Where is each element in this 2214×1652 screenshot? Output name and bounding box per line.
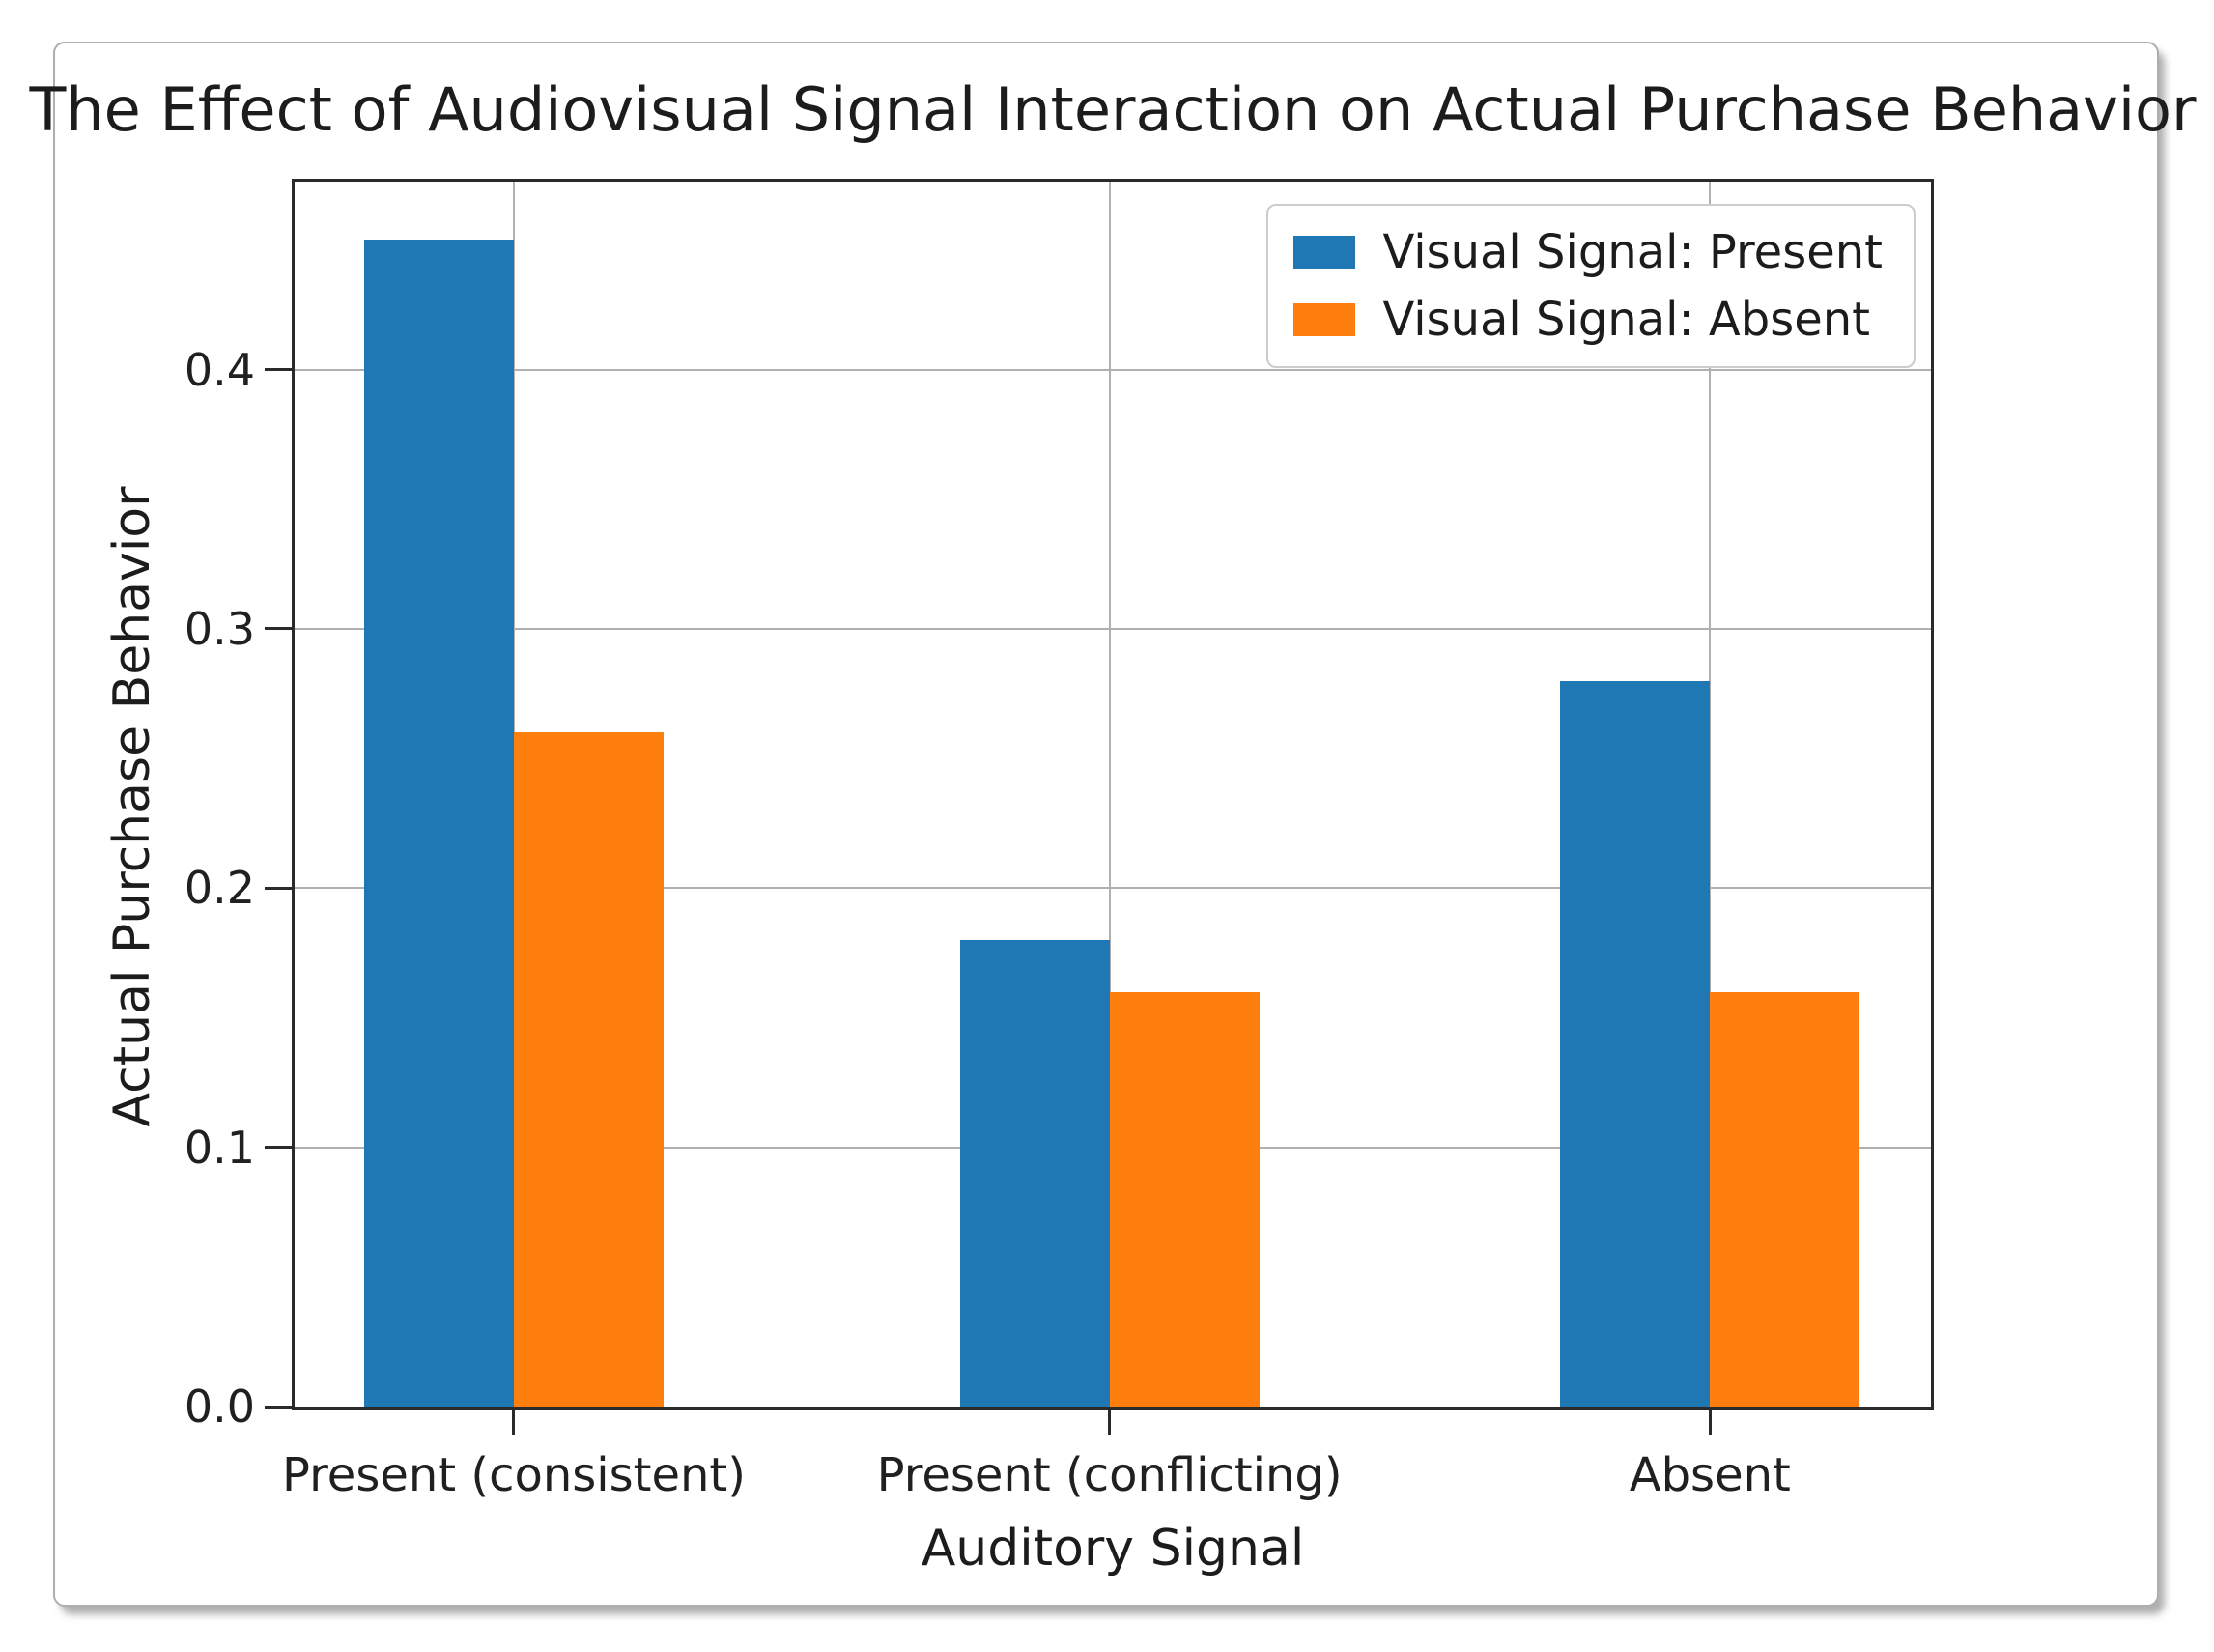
legend-swatch-present bbox=[1293, 236, 1356, 269]
y-gridline bbox=[295, 627, 1931, 630]
plot-area: Visual Signal: Present Visual Signal: Ab… bbox=[292, 179, 1934, 1410]
x-gridline bbox=[1709, 182, 1712, 1407]
y-tick-mark bbox=[265, 1405, 292, 1409]
y-axis-title: Actual Purchase Behavior bbox=[103, 486, 161, 1127]
x-gridline bbox=[1108, 182, 1111, 1407]
bar-visual-absent bbox=[1109, 991, 1260, 1407]
chart-title: The Effect of Audiovisual Signal Interac… bbox=[29, 74, 2197, 145]
y-tick-mark bbox=[265, 886, 292, 890]
x-tick-mark bbox=[512, 1410, 516, 1435]
y-gridline bbox=[295, 368, 1931, 371]
x-tick-label: Present (consistent) bbox=[282, 1448, 746, 1502]
x-axis-title: Auditory Signal bbox=[921, 1520, 1305, 1578]
y-tick-label: 0.2 bbox=[184, 862, 255, 915]
bar-visual-present bbox=[363, 240, 514, 1407]
x-tick-label: Absent bbox=[1629, 1448, 1791, 1502]
y-tick-mark bbox=[265, 627, 292, 631]
bar-visual-present bbox=[1560, 680, 1711, 1407]
legend-item-visual-absent: Visual Signal: Absent bbox=[1293, 289, 1883, 351]
bar-visual-present bbox=[959, 939, 1110, 1407]
bar-visual-absent bbox=[513, 732, 664, 1407]
legend: Visual Signal: Present Visual Signal: Ab… bbox=[1266, 204, 1916, 368]
y-gridline bbox=[295, 887, 1931, 890]
x-tick-mark bbox=[1108, 1410, 1112, 1435]
y-tick-label: 0.0 bbox=[184, 1381, 255, 1433]
y-tick-mark bbox=[265, 1146, 292, 1150]
chart-card: The Effect of Audiovisual Signal Interac… bbox=[30, 42, 2196, 1607]
y-tick-label: 0.4 bbox=[184, 343, 255, 396]
y-tick-label: 0.1 bbox=[184, 1121, 255, 1174]
legend-item-visual-present: Visual Signal: Present bbox=[1293, 221, 1883, 283]
bar-visual-absent bbox=[1710, 991, 1860, 1407]
legend-label-absent: Visual Signal: Absent bbox=[1382, 293, 1870, 347]
y-tick-label: 0.3 bbox=[184, 602, 255, 655]
x-tick-mark bbox=[1708, 1410, 1712, 1435]
y-tick-mark bbox=[265, 368, 292, 372]
legend-swatch-absent bbox=[1293, 303, 1356, 336]
x-tick-label: Present (conflicting) bbox=[876, 1448, 1343, 1502]
legend-label-present: Visual Signal: Present bbox=[1382, 225, 1883, 279]
